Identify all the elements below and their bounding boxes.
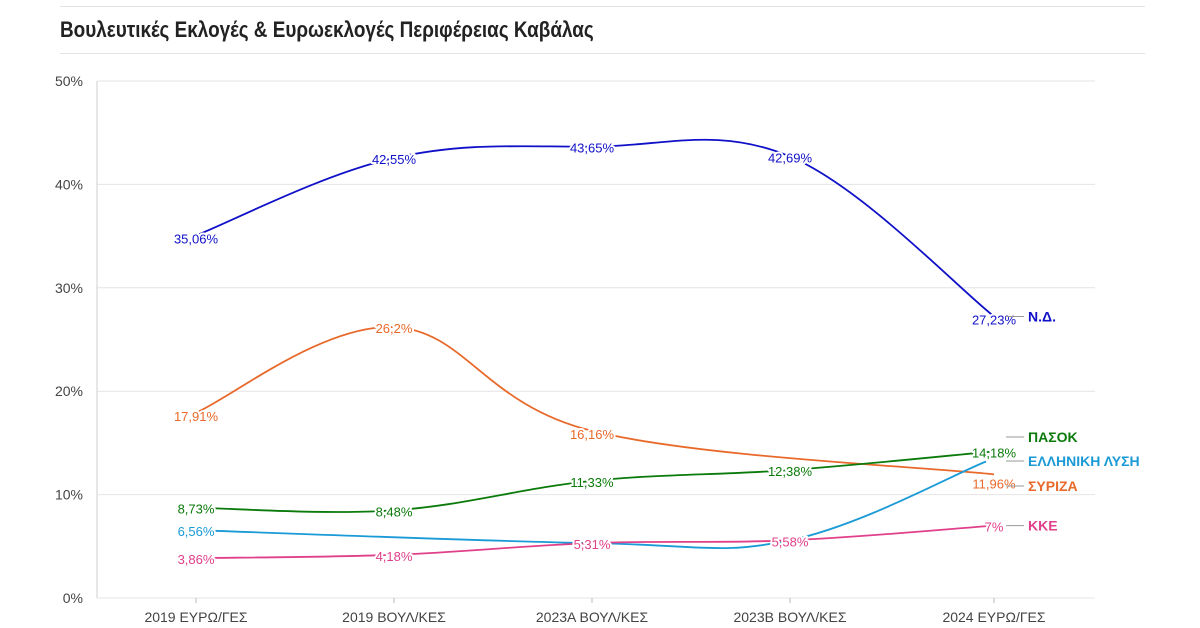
data-label: 5,58% <box>772 534 809 549</box>
title-divider <box>60 53 1145 54</box>
y-tick-label: 0% <box>63 590 83 606</box>
data-label: 3,86% <box>178 552 215 567</box>
data-label: 8,48% <box>376 504 413 519</box>
data-label: 11,96% <box>972 476 1016 491</box>
data-label: 4,18% <box>376 549 413 564</box>
data-label: 42,55% <box>372 152 417 167</box>
data-label: 26,2% <box>376 321 413 336</box>
y-tick-label: 10% <box>55 487 83 503</box>
series-line <box>195 450 995 513</box>
y-tick-label: 20% <box>55 383 83 399</box>
data-label: 7% <box>985 520 1004 535</box>
data-label: 11,33% <box>570 475 614 490</box>
data-label: 27,23% <box>972 312 1017 327</box>
x-tick-label: 2019 ΕΥΡΩ/ΓΕΣ <box>144 609 247 625</box>
series-name-label: ΣΥΡΙΖΑ <box>1028 478 1078 494</box>
x-tick-label: 2024 ΕΥΡΩ/ΓΕΣ <box>942 609 1045 625</box>
data-label: 42,69% <box>768 151 813 166</box>
top-divider <box>60 6 1145 7</box>
x-tick-label: 2019 ΒΟΥΛ/ΚΕΣ <box>342 609 446 625</box>
data-label: 8,73% <box>178 502 215 517</box>
series-name-label: Ν.Δ. <box>1028 308 1056 324</box>
series-name-label: ΚΚΕ <box>1028 518 1058 534</box>
data-label: 6,56% <box>178 524 215 539</box>
x-tick-label: 2023Β ΒΟΥΛ/ΚΕΣ <box>733 609 846 625</box>
data-label: 35,06% <box>174 231 219 246</box>
data-label: 16,16% <box>570 427 615 442</box>
series-name-label: ΠΑΣΟΚ <box>1028 429 1078 445</box>
series-line <box>195 138 995 318</box>
data-label: 43,65% <box>570 141 615 156</box>
series-name-label: ΕΛΛΗΝΙΚΗ ΛΥΣΗ <box>1028 453 1140 469</box>
data-label: 5,31% <box>574 537 611 552</box>
series-line <box>195 460 987 550</box>
chart-title: Βουλευτικές Εκλογές & Ευρωεκλογές Περιφέ… <box>60 17 594 42</box>
data-label: 17,91% <box>174 409 219 424</box>
y-tick-label: 40% <box>55 176 83 192</box>
series-line <box>195 524 995 559</box>
data-label: 12,38% <box>768 464 813 479</box>
y-tick-label: 50% <box>55 73 83 89</box>
y-tick-label: 30% <box>55 280 83 296</box>
x-tick-label: 2023Α ΒΟΥΛ/ΚΕΣ <box>536 609 649 625</box>
series-line <box>195 326 995 476</box>
data-label: 14,18% <box>972 445 1017 460</box>
